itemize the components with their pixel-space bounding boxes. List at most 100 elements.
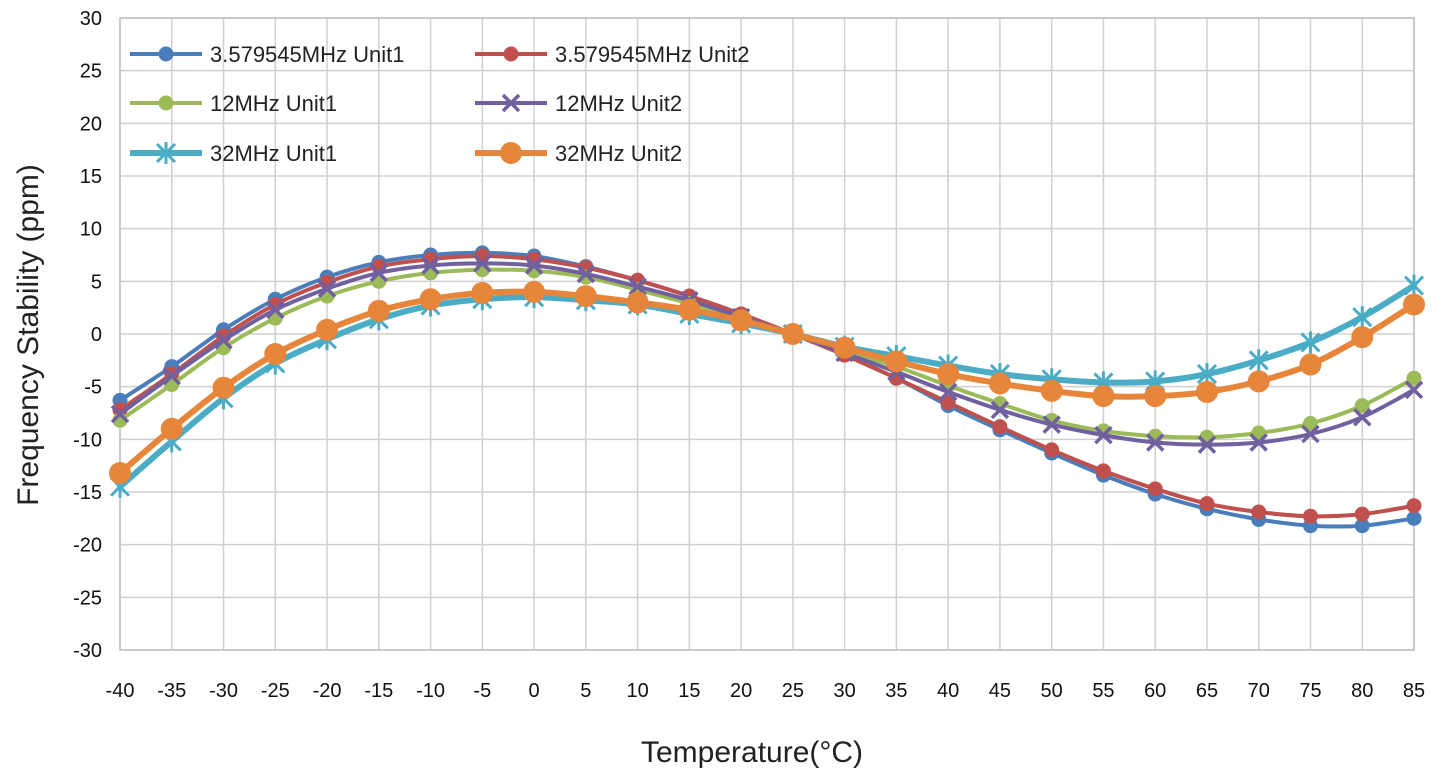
data-point bbox=[1403, 293, 1425, 316]
data-point bbox=[162, 366, 181, 386]
x-tick-label: -35 bbox=[157, 680, 186, 702]
legend-item: 3.579545MHz Unit2 bbox=[475, 42, 749, 67]
data-point bbox=[524, 256, 544, 275]
x-tick-label: 0 bbox=[529, 680, 540, 702]
x-tick-label: 75 bbox=[1299, 680, 1321, 702]
data-point bbox=[214, 331, 233, 350]
data-point bbox=[1302, 508, 1318, 524]
x-tick-label: 20 bbox=[730, 680, 752, 702]
x-tick-label: 10 bbox=[626, 680, 648, 702]
legend-label: 32MHz Unit1 bbox=[210, 141, 337, 166]
x-tick-label: -25 bbox=[261, 680, 290, 702]
series-line bbox=[118, 261, 1416, 447]
data-point bbox=[678, 298, 701, 321]
y-axis-title: Frequency Stability (ppm) bbox=[12, 164, 45, 506]
data-point bbox=[473, 254, 492, 273]
data-point bbox=[1299, 353, 1322, 376]
legend-marker bbox=[155, 142, 177, 164]
x-tick-label: 50 bbox=[1041, 680, 1063, 702]
x-tick-label: 25 bbox=[782, 680, 804, 702]
x-tick-label: 45 bbox=[989, 680, 1011, 702]
data-point bbox=[1195, 380, 1218, 403]
legend-marker bbox=[158, 46, 174, 62]
data-point bbox=[1040, 379, 1063, 402]
data-point bbox=[1042, 415, 1061, 434]
x-tick-label: -15 bbox=[364, 680, 393, 702]
x-tick-label: -30 bbox=[209, 680, 238, 702]
x-tick-label: 80 bbox=[1351, 680, 1373, 702]
data-point bbox=[316, 318, 339, 341]
legend-item: 3.579545MHz Unit1 bbox=[130, 42, 404, 67]
data-point bbox=[160, 417, 183, 440]
x-tick-label: 30 bbox=[834, 680, 856, 702]
y-tick-label: -15 bbox=[73, 482, 102, 504]
data-point bbox=[1145, 433, 1165, 452]
data-point bbox=[781, 323, 804, 345]
y-tick-label: 15 bbox=[80, 166, 102, 188]
data-point bbox=[1406, 370, 1422, 386]
data-point bbox=[1199, 496, 1215, 512]
legend-marker bbox=[501, 93, 521, 113]
legend-label: 12MHz Unit1 bbox=[210, 91, 337, 116]
data-point bbox=[1095, 463, 1111, 479]
y-tick-label: 20 bbox=[80, 113, 102, 135]
y-tick-label: -10 bbox=[73, 429, 102, 451]
x-tick-label: 70 bbox=[1248, 680, 1270, 702]
data-point bbox=[1144, 385, 1167, 408]
data-point bbox=[1197, 435, 1217, 454]
data-point bbox=[1406, 510, 1422, 526]
data-point bbox=[833, 336, 856, 359]
data-point bbox=[264, 343, 287, 366]
data-point bbox=[1351, 326, 1374, 349]
legend-label: 12MHz Unit2 bbox=[555, 91, 682, 116]
legend-label: 3.579545MHz Unit2 bbox=[555, 42, 749, 67]
data-point bbox=[1092, 385, 1115, 408]
x-tick-label: 55 bbox=[1092, 680, 1114, 702]
x-tick-label: 5 bbox=[580, 680, 591, 702]
data-point bbox=[938, 382, 958, 402]
data-point bbox=[1248, 349, 1269, 372]
x-tick-label: 15 bbox=[678, 680, 700, 702]
data-point bbox=[992, 419, 1008, 435]
y-tick-label: 5 bbox=[91, 271, 102, 293]
series-layer bbox=[109, 245, 1425, 534]
legend: 3.579545MHz Unit1 3.579545MHz Unit2 12MHz … bbox=[130, 42, 749, 166]
y-tick-label: -5 bbox=[84, 377, 102, 399]
legend-label: 32MHz Unit2 bbox=[555, 141, 682, 166]
data-point bbox=[988, 372, 1011, 395]
y-tick-label: -30 bbox=[73, 640, 102, 662]
x-tick-label: -10 bbox=[416, 680, 445, 702]
data-point bbox=[266, 300, 285, 320]
series-6 bbox=[109, 280, 1425, 485]
y-tick-label: 25 bbox=[80, 61, 102, 83]
legend-item: 12MHz Unit1 bbox=[130, 91, 337, 116]
data-point bbox=[1403, 274, 1425, 297]
legend-marker bbox=[503, 46, 519, 62]
y-tick-label: 0 bbox=[91, 324, 102, 346]
data-point bbox=[1301, 424, 1320, 444]
x-tick-label: 60 bbox=[1144, 680, 1166, 702]
data-point bbox=[1354, 518, 1370, 534]
data-point bbox=[885, 350, 908, 373]
x-tick-label: -40 bbox=[106, 680, 135, 702]
data-point bbox=[628, 277, 647, 296]
plot-area-border bbox=[119, 17, 1415, 651]
legend-marker bbox=[500, 142, 522, 164]
data-point bbox=[523, 280, 546, 303]
data-point bbox=[109, 462, 131, 485]
data-point bbox=[1147, 481, 1163, 497]
y-tick-label: 10 bbox=[80, 219, 102, 241]
data-point bbox=[1354, 506, 1370, 522]
data-point bbox=[1094, 425, 1113, 445]
data-point bbox=[1406, 498, 1422, 514]
data-point bbox=[212, 376, 235, 399]
data-point bbox=[730, 309, 753, 332]
y-tick-label: -25 bbox=[73, 587, 102, 609]
data-point bbox=[367, 299, 390, 322]
data-point bbox=[1247, 370, 1270, 393]
x-tick-label: -20 bbox=[313, 680, 342, 702]
data-point bbox=[574, 285, 597, 308]
data-point bbox=[990, 400, 1010, 420]
